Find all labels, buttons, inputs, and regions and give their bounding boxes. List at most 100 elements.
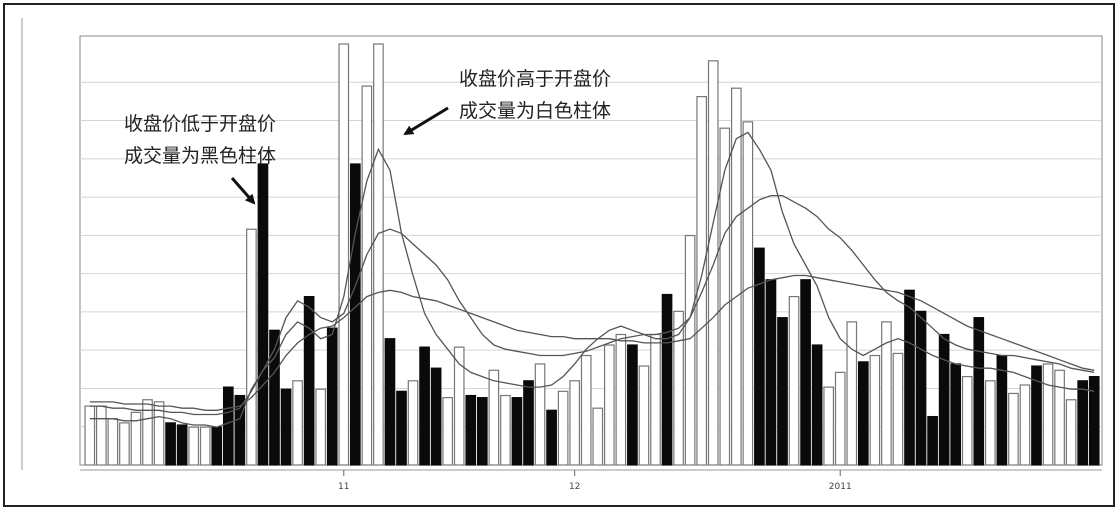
volume-bar-up — [84, 405, 96, 466]
volume-bar-up — [1054, 369, 1065, 466]
volume-bar-down — [811, 344, 823, 466]
volume-bar-up — [500, 394, 511, 466]
x-axis-ticks: 11 12 2011 — [338, 470, 852, 492]
volume-bar-down — [384, 338, 396, 466]
volume-bar-up — [1019, 384, 1031, 466]
moving-average-lines — [89, 131, 1095, 428]
annotations: 收盘价低于开盘价 成交量为黑色柱体 收盘价高于开盘价 成交量为白色柱体 — [124, 68, 611, 205]
volume-bar-down — [396, 390, 407, 466]
volume-bar-up — [869, 354, 881, 466]
volume-bars — [84, 43, 1100, 466]
volume-bar-down — [419, 346, 430, 466]
volume-bar-down — [211, 426, 223, 466]
volume-bar-down — [950, 363, 962, 466]
volume-bar-up — [984, 380, 996, 466]
annotation-black-line2: 成交量为黑色柱体 — [124, 145, 276, 167]
volume-bar-down — [269, 329, 280, 466]
volume-bar-up — [892, 352, 904, 466]
volume-bar-down — [927, 415, 938, 466]
outer-border — [3, 3, 1115, 507]
volume-bar-up — [315, 388, 327, 466]
volume-bar-down — [973, 317, 985, 466]
volume-bar-up — [142, 399, 153, 466]
volume-bar-down — [176, 424, 188, 466]
volume-bar-up — [107, 418, 119, 466]
volume-bar-down — [326, 327, 338, 466]
volume-bar-down — [1031, 365, 1042, 466]
annotation-white-line1: 收盘价高于开盘价 — [459, 68, 611, 90]
volume-bar-up — [823, 386, 835, 466]
volume-bar-up — [592, 407, 604, 466]
volume-bar-up — [488, 369, 500, 466]
volume-bar-up — [638, 365, 650, 466]
volume-bar-down — [303, 296, 315, 466]
volume-bar-up — [788, 296, 800, 466]
volume-bar-down — [754, 247, 765, 466]
volume-bar-up — [834, 371, 846, 466]
volume-bar-up — [580, 354, 592, 466]
volume-bar-down — [1088, 375, 1100, 466]
volume-bar-down — [465, 394, 477, 466]
volume-bar-down — [280, 388, 292, 466]
volume-bar-down — [546, 409, 557, 466]
volume-bar-up — [707, 60, 719, 466]
volume-bar-down — [349, 163, 361, 466]
volume-bar-down — [915, 310, 927, 466]
volume-bar-up — [407, 380, 419, 466]
volume-bar-down — [430, 367, 442, 466]
volume-bar-down — [511, 397, 523, 466]
volume-bar-up — [846, 321, 858, 466]
annotation-white-arrow — [403, 106, 449, 136]
volume-bar-up — [361, 85, 373, 466]
volume-bar-down — [800, 279, 811, 466]
volume-bar-down — [661, 293, 673, 466]
volume-bar-up — [603, 344, 615, 466]
volume-bar-up — [569, 380, 581, 466]
volume-bar-down — [222, 386, 234, 466]
volume-bar-down — [523, 380, 534, 466]
moving-average-line-2 — [89, 194, 1095, 416]
volume-bar-down — [857, 361, 869, 466]
volume-bar-up — [442, 397, 454, 466]
volume-bar-up — [153, 401, 165, 466]
volume-bar-up — [650, 333, 661, 466]
volume-bar-up — [199, 426, 211, 466]
volume-bar-up — [1008, 392, 1019, 466]
volume-bar-up — [95, 405, 107, 466]
volume-bar-down — [476, 397, 488, 466]
volume-bar-up — [130, 411, 142, 466]
x-tick-label: 2011 — [829, 482, 852, 492]
volume-bar-down — [165, 422, 176, 466]
volume-bar-up — [292, 380, 303, 466]
volume-bar-up — [615, 333, 627, 466]
volume-bar-up — [742, 121, 754, 466]
volume-bar-up — [1065, 399, 1077, 466]
annotation-white-line2: 成交量为白色柱体 — [459, 100, 611, 122]
volume-bar-up — [719, 127, 731, 466]
x-tick-label: 11 — [338, 482, 349, 492]
volume-bar-up — [684, 234, 696, 466]
volume-bar-up — [246, 228, 257, 466]
volume-bar-down — [257, 163, 269, 466]
volume-bar-up — [961, 375, 973, 466]
volume-bar-down — [1077, 380, 1089, 466]
volume-bar-down — [765, 279, 777, 466]
volume-bar-down — [777, 317, 788, 466]
moving-average-line-3 — [89, 274, 1095, 411]
volume-bar-up — [338, 43, 350, 466]
volume-bar-up — [881, 321, 892, 466]
volume-bar-up — [453, 346, 465, 466]
volume-bar-up — [188, 426, 200, 466]
volume-bar-down — [996, 354, 1008, 466]
volume-bar-down — [627, 344, 638, 466]
volume-bar-up — [730, 87, 742, 466]
volume-bar-up — [373, 43, 384, 466]
volume-bar-down — [938, 333, 950, 466]
volume-bar-up — [696, 96, 708, 466]
volume-bar-up — [119, 422, 130, 466]
volume-bar-down — [904, 289, 915, 466]
volume-bar-up — [673, 310, 684, 466]
volume-bar-up — [1042, 363, 1054, 466]
annotation-black-arrow — [230, 177, 256, 205]
